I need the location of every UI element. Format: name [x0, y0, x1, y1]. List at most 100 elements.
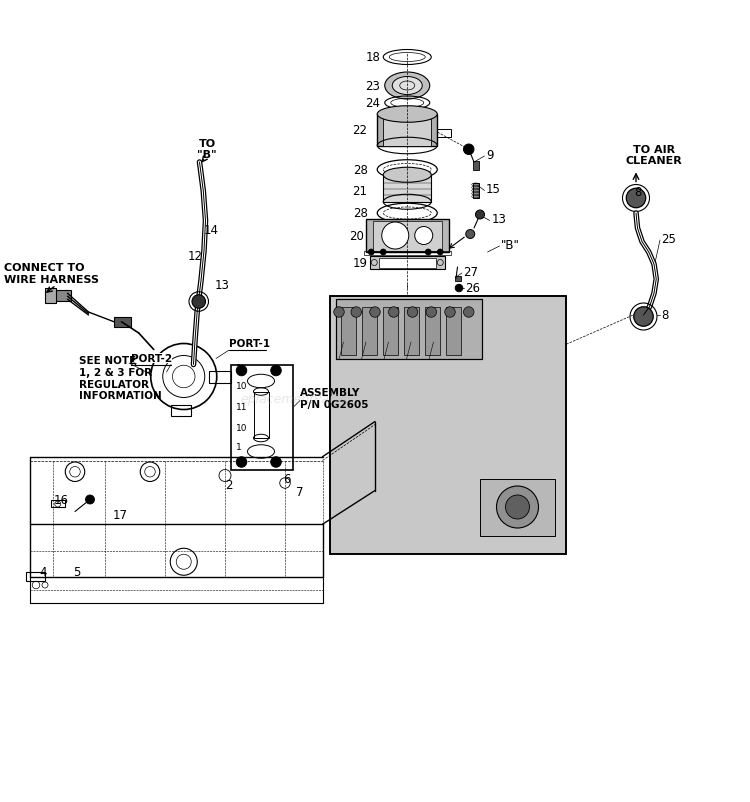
Circle shape [192, 295, 206, 309]
Circle shape [370, 307, 380, 318]
Circle shape [271, 457, 281, 468]
Text: 23: 23 [365, 80, 380, 93]
Bar [383, 176, 431, 202]
Text: 6: 6 [284, 472, 291, 485]
Text: 25: 25 [662, 233, 676, 245]
Bar [366, 220, 448, 253]
Circle shape [388, 307, 399, 318]
Circle shape [437, 249, 443, 256]
Text: 10: 10 [236, 382, 247, 391]
Text: 17: 17 [112, 508, 128, 521]
Circle shape [236, 457, 247, 468]
Circle shape [236, 366, 247, 376]
Circle shape [466, 230, 475, 239]
Text: eplacementParts: eplacementParts [240, 393, 346, 406]
Text: SEE NOTE
1, 2 & 3 FOR
REGULATOR
INFORMATION: SEE NOTE 1, 2 & 3 FOR REGULATOR INFORMAT… [79, 356, 161, 401]
Bar [336, 300, 482, 360]
Bar [45, 289, 56, 304]
Bar [26, 572, 45, 581]
Circle shape [380, 249, 386, 256]
Circle shape [415, 227, 433, 245]
Text: 1: 1 [236, 443, 242, 452]
Text: "B": "B" [501, 239, 520, 252]
Text: 14: 14 [204, 224, 219, 237]
Text: TO AIR
CLEANER: TO AIR CLEANER [626, 144, 682, 166]
Text: 3: 3 [129, 355, 136, 369]
Bar [362, 307, 377, 356]
Circle shape [496, 486, 538, 529]
Circle shape [506, 496, 530, 520]
Bar [383, 115, 431, 146]
Ellipse shape [383, 168, 431, 183]
Bar [336, 300, 482, 360]
Text: 7: 7 [296, 486, 304, 499]
Bar [373, 221, 442, 251]
Text: 9: 9 [486, 149, 494, 162]
Text: 8: 8 [662, 309, 669, 322]
Bar [446, 307, 461, 356]
Bar [341, 307, 356, 356]
Text: PORT-1: PORT-1 [229, 339, 270, 349]
Circle shape [368, 249, 374, 256]
Text: 15: 15 [486, 184, 501, 196]
Circle shape [425, 249, 431, 256]
Text: 19: 19 [352, 257, 368, 269]
Bar [472, 184, 479, 199]
Circle shape [351, 307, 361, 318]
Circle shape [445, 307, 455, 318]
Bar [480, 480, 555, 536]
Circle shape [382, 223, 409, 249]
Text: 12: 12 [188, 250, 202, 263]
Bar [171, 406, 190, 416]
Circle shape [86, 496, 94, 504]
Text: 28: 28 [352, 164, 368, 176]
Text: 16: 16 [54, 493, 69, 506]
Bar [370, 257, 445, 270]
Bar [209, 371, 231, 383]
Bar [437, 130, 451, 137]
Bar [379, 259, 436, 269]
Bar [472, 161, 478, 170]
Text: 28: 28 [352, 207, 368, 221]
Text: 21: 21 [352, 184, 368, 198]
Ellipse shape [385, 73, 430, 100]
Text: 13: 13 [491, 213, 506, 226]
Text: 10: 10 [236, 423, 247, 432]
Circle shape [634, 307, 653, 327]
Text: TO
"B": TO "B" [197, 139, 217, 160]
Bar [54, 291, 70, 302]
Circle shape [464, 145, 474, 156]
Text: 20: 20 [350, 229, 364, 243]
Bar [51, 500, 64, 508]
Circle shape [455, 285, 463, 293]
Bar [383, 307, 398, 356]
Bar [231, 365, 292, 470]
Text: 4: 4 [39, 565, 46, 578]
Text: 13: 13 [214, 279, 230, 292]
Bar [330, 296, 566, 554]
Text: 1: 1 [236, 363, 242, 373]
Text: 27: 27 [464, 265, 478, 278]
Ellipse shape [392, 78, 422, 95]
Text: 8: 8 [634, 186, 641, 199]
Text: 5: 5 [74, 565, 81, 578]
Ellipse shape [377, 107, 437, 123]
Bar [114, 317, 130, 327]
Bar [377, 115, 437, 146]
Bar [404, 307, 419, 356]
Bar [454, 277, 460, 282]
Circle shape [476, 211, 484, 220]
Text: CONNECT TO
WIRE HARNESS: CONNECT TO WIRE HARNESS [4, 263, 99, 285]
Text: 22: 22 [352, 124, 368, 137]
Text: 18: 18 [366, 51, 381, 64]
Text: ASSEMBLY
P/N 0G2605: ASSEMBLY P/N 0G2605 [300, 388, 368, 410]
Circle shape [271, 366, 281, 376]
Circle shape [626, 189, 646, 209]
Bar [254, 392, 268, 439]
Bar [425, 307, 440, 356]
Circle shape [334, 307, 344, 318]
Text: 2: 2 [225, 479, 232, 492]
Circle shape [407, 307, 418, 318]
Text: 26: 26 [465, 282, 480, 295]
Circle shape [464, 307, 474, 318]
